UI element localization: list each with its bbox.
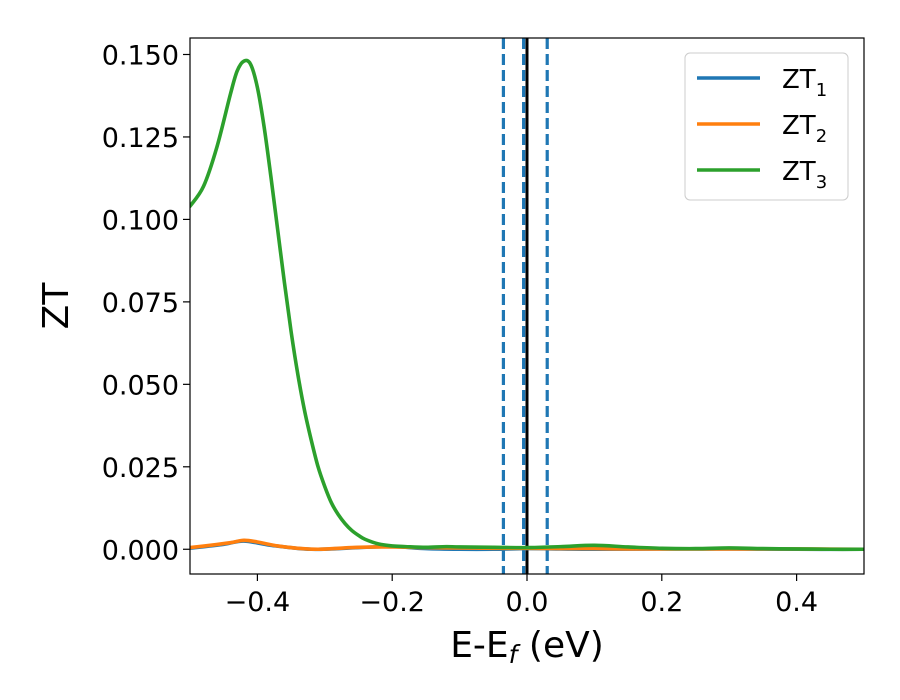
legend-label-subscript: 1 <box>816 80 827 101</box>
y-tick-label: 0.100 <box>102 205 179 236</box>
series-line-ZT3 <box>190 58 864 552</box>
x-axis-label-unit: (eV) <box>517 625 603 666</box>
legend-label-subscript: 3 <box>816 172 827 193</box>
legend-label-subscript: 2 <box>816 126 827 147</box>
x-tick-label: 0.2 <box>640 587 683 618</box>
x-axis-label: E-Ef (eV) <box>450 625 604 669</box>
x-axis-label-main: E-E <box>450 625 508 666</box>
y-tick-label: 0.050 <box>102 370 179 401</box>
y-tick-label: 0.025 <box>102 453 179 484</box>
legend-label-text: ZT <box>782 157 816 187</box>
legend-label-ZT3: ZT3 <box>782 157 827 193</box>
series-lines <box>190 58 864 552</box>
y-tick-label: 0.125 <box>102 123 179 154</box>
y-axis-label: ZT <box>36 282 77 330</box>
legend-label-ZT2: ZT2 <box>782 111 827 147</box>
legend-box <box>684 52 849 201</box>
x-axis-ticks: −0.4 −0.2 0.0 0.2 0.4 <box>225 574 818 618</box>
y-axis-ticks: 0.000 0.025 0.050 0.075 0.100 0.125 0.150 <box>102 40 190 566</box>
x-tick-label: 0.4 <box>775 587 818 618</box>
legend-label-text: ZT <box>782 65 816 95</box>
legend-label-text: ZT <box>782 111 816 141</box>
x-tick-label: −0.4 <box>225 587 291 618</box>
y-tick-label: 0.150 <box>102 40 179 71</box>
vertical-reference-lines <box>501 38 549 574</box>
x-tick-label: 0.0 <box>506 587 549 618</box>
y-tick-label: 0.075 <box>102 288 179 319</box>
y-tick-label: 0.000 <box>102 535 179 566</box>
legend-label-ZT1: ZT1 <box>782 65 827 101</box>
x-tick-label: −0.2 <box>359 587 425 618</box>
